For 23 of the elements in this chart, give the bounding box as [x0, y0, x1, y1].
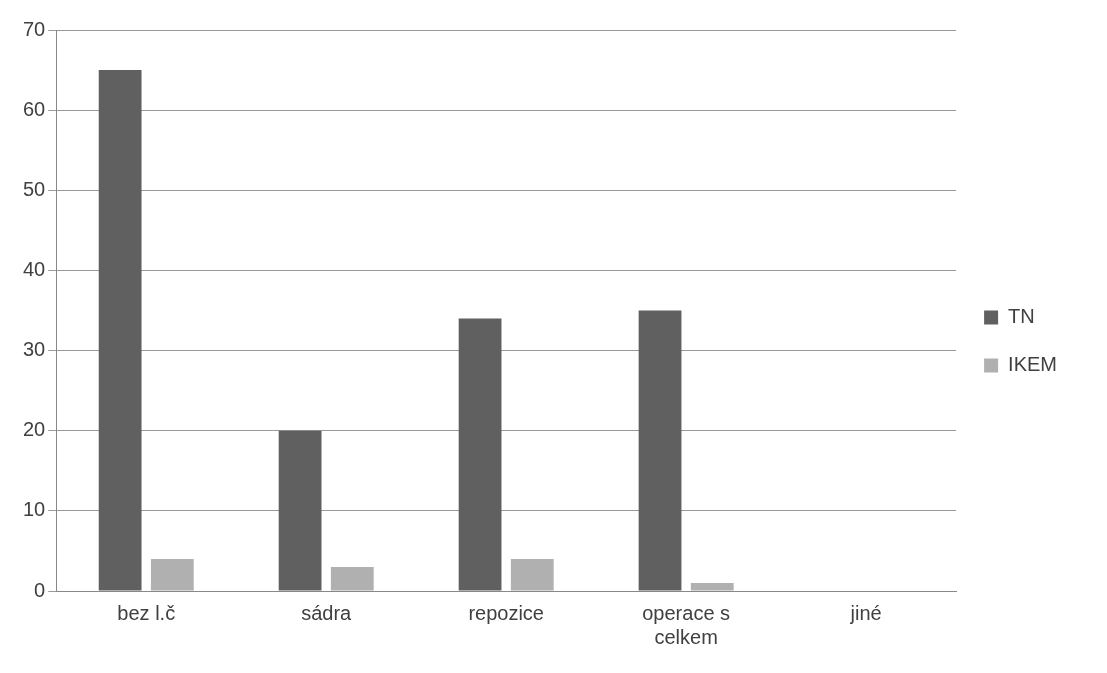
y-tick-label: 40 [23, 257, 46, 280]
bar [690, 582, 734, 591]
bar [330, 566, 374, 591]
legend-label: IKEM [1008, 353, 1058, 376]
bar [278, 430, 322, 591]
x-tick-label: operace s celkem [642, 601, 731, 648]
x-tick-label: sádra [301, 601, 353, 624]
bar [150, 558, 194, 591]
y-tick-label: 20 [23, 418, 46, 441]
y-tick-label: 0 [34, 578, 46, 601]
bar [98, 70, 142, 591]
x-tick-label: repozice [468, 601, 544, 624]
bar [458, 318, 502, 591]
legend-label: TN [1008, 305, 1035, 328]
y-tick-label: 60 [23, 97, 46, 120]
bar [510, 558, 554, 591]
y-tick-label: 30 [23, 338, 46, 361]
y-tick-label: 50 [23, 177, 46, 200]
x-tick-label: jiné [849, 601, 882, 624]
y-tick-label: 70 [23, 17, 46, 40]
x-tick-label: bez l.č [117, 601, 176, 624]
y-tick-label: 10 [23, 498, 46, 521]
bar [638, 310, 682, 591]
